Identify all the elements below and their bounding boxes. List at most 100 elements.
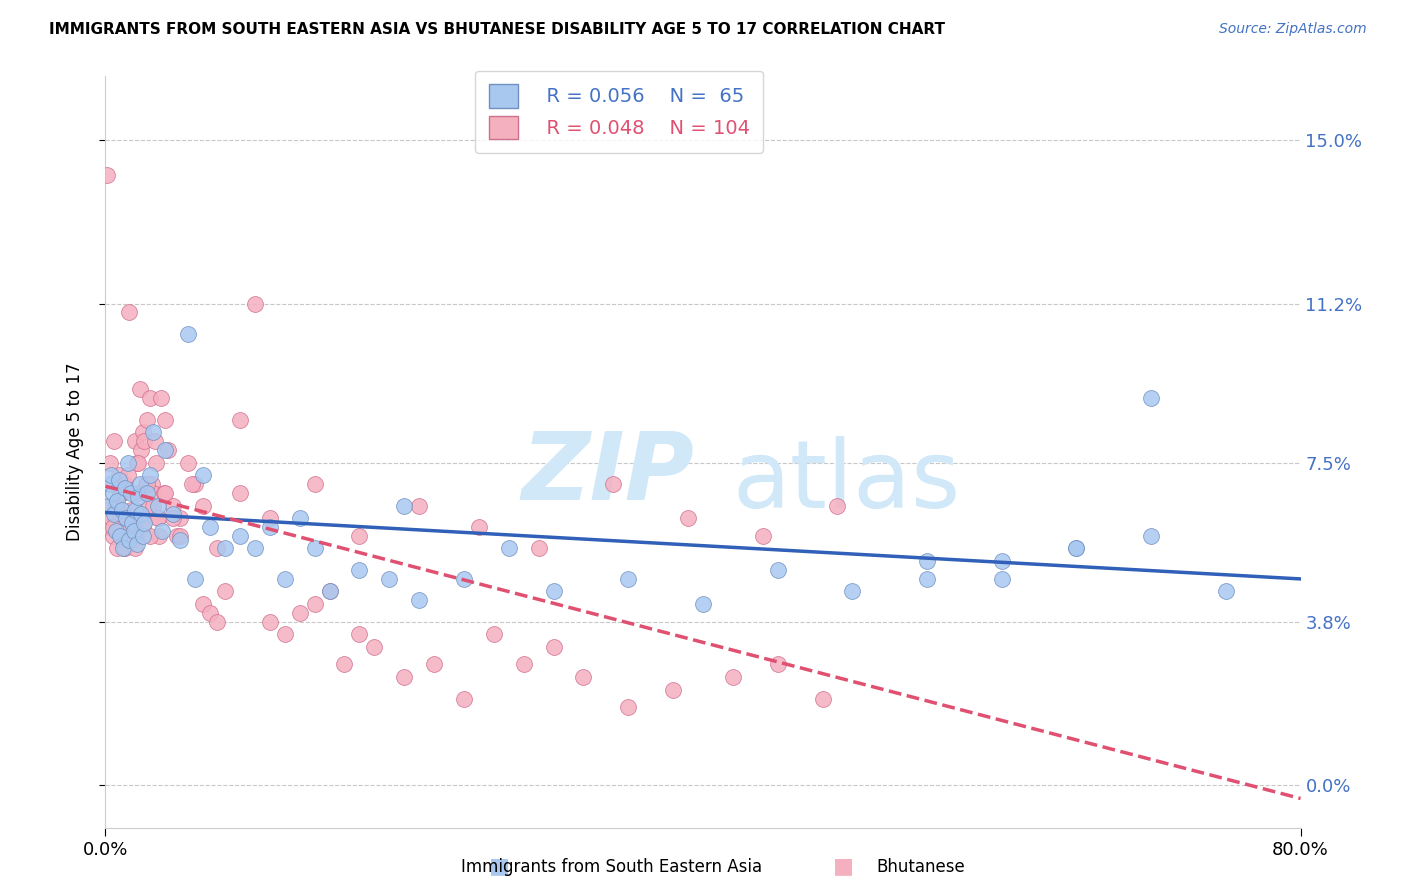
Point [543, 584, 565, 599]
Point [162, 499, 184, 513]
Point [139, 528, 162, 542]
Y-axis label: Disability Age 5 to 17: Disability Age 5 to 17 [66, 362, 84, 541]
Point [157, 442, 180, 457]
Point [142, 499, 165, 513]
Point [166, 528, 188, 542]
Point [207, 615, 229, 629]
Point [149, 391, 172, 405]
Point [100, 511, 122, 525]
Point [118, 520, 141, 534]
Point [198, 520, 221, 534]
Point [176, 326, 198, 341]
Point [120, 485, 142, 500]
Point [120, 503, 142, 517]
Point [129, 442, 153, 457]
Point [721, 670, 744, 684]
Point [103, 507, 125, 521]
Point [1140, 391, 1163, 405]
Point [363, 640, 385, 655]
Point [112, 541, 135, 556]
Point [751, 528, 773, 542]
Point [110, 485, 132, 500]
Point [122, 528, 145, 542]
Point [97, 499, 120, 513]
Point [153, 412, 177, 426]
Point [304, 541, 326, 556]
Point [101, 528, 124, 542]
Point [134, 434, 156, 448]
Point [243, 296, 266, 310]
Point [423, 657, 446, 672]
Point [827, 499, 849, 513]
Point [1066, 541, 1088, 556]
Point [378, 572, 401, 586]
Point [229, 485, 252, 500]
Point [169, 533, 191, 547]
Point [114, 481, 136, 495]
Point [128, 477, 150, 491]
Point [766, 657, 789, 672]
Point [125, 456, 148, 470]
Point [1140, 528, 1163, 542]
Point [127, 456, 149, 470]
Point [111, 485, 134, 500]
Point [153, 485, 177, 500]
Point [259, 615, 281, 629]
Point [107, 494, 129, 508]
Point [811, 691, 834, 706]
Point [142, 485, 165, 500]
Point [112, 541, 135, 556]
Point [392, 670, 416, 684]
Point [259, 520, 281, 534]
Point [273, 572, 295, 586]
Point [349, 528, 371, 542]
Point [162, 511, 184, 525]
Point [108, 473, 131, 487]
Point [333, 657, 356, 672]
Point [662, 683, 685, 698]
Point [132, 425, 155, 440]
Point [122, 520, 145, 534]
Point [318, 584, 340, 599]
Point [304, 598, 326, 612]
Point [96, 168, 118, 182]
Point [115, 516, 138, 530]
Text: Bhutanese: Bhutanese [876, 858, 966, 876]
Point [572, 670, 595, 684]
Point [1066, 541, 1088, 556]
Point [136, 477, 159, 491]
Point [115, 511, 138, 525]
Point [176, 456, 198, 470]
Point [229, 528, 252, 542]
Point [98, 456, 121, 470]
Point [162, 507, 184, 521]
Point [114, 541, 136, 556]
Point [318, 584, 340, 599]
Point [453, 572, 475, 586]
Point [114, 477, 136, 491]
Point [110, 528, 132, 542]
Point [915, 572, 938, 586]
Point [392, 499, 416, 513]
Point [602, 477, 624, 491]
Point [122, 524, 145, 539]
Point [103, 434, 125, 448]
Point [146, 511, 169, 525]
Text: ■: ■ [489, 856, 509, 876]
Point [243, 541, 266, 556]
Point [482, 627, 505, 641]
Point [108, 468, 131, 483]
Point [513, 657, 536, 672]
Point [136, 485, 159, 500]
Point [129, 507, 153, 521]
Point [118, 305, 141, 319]
Point [169, 528, 191, 542]
Point [169, 511, 191, 525]
Point [128, 383, 150, 397]
Point [146, 511, 169, 525]
Point [136, 412, 159, 426]
Point [468, 520, 491, 534]
Point [101, 485, 124, 500]
Point [766, 563, 789, 577]
Point [124, 434, 146, 448]
